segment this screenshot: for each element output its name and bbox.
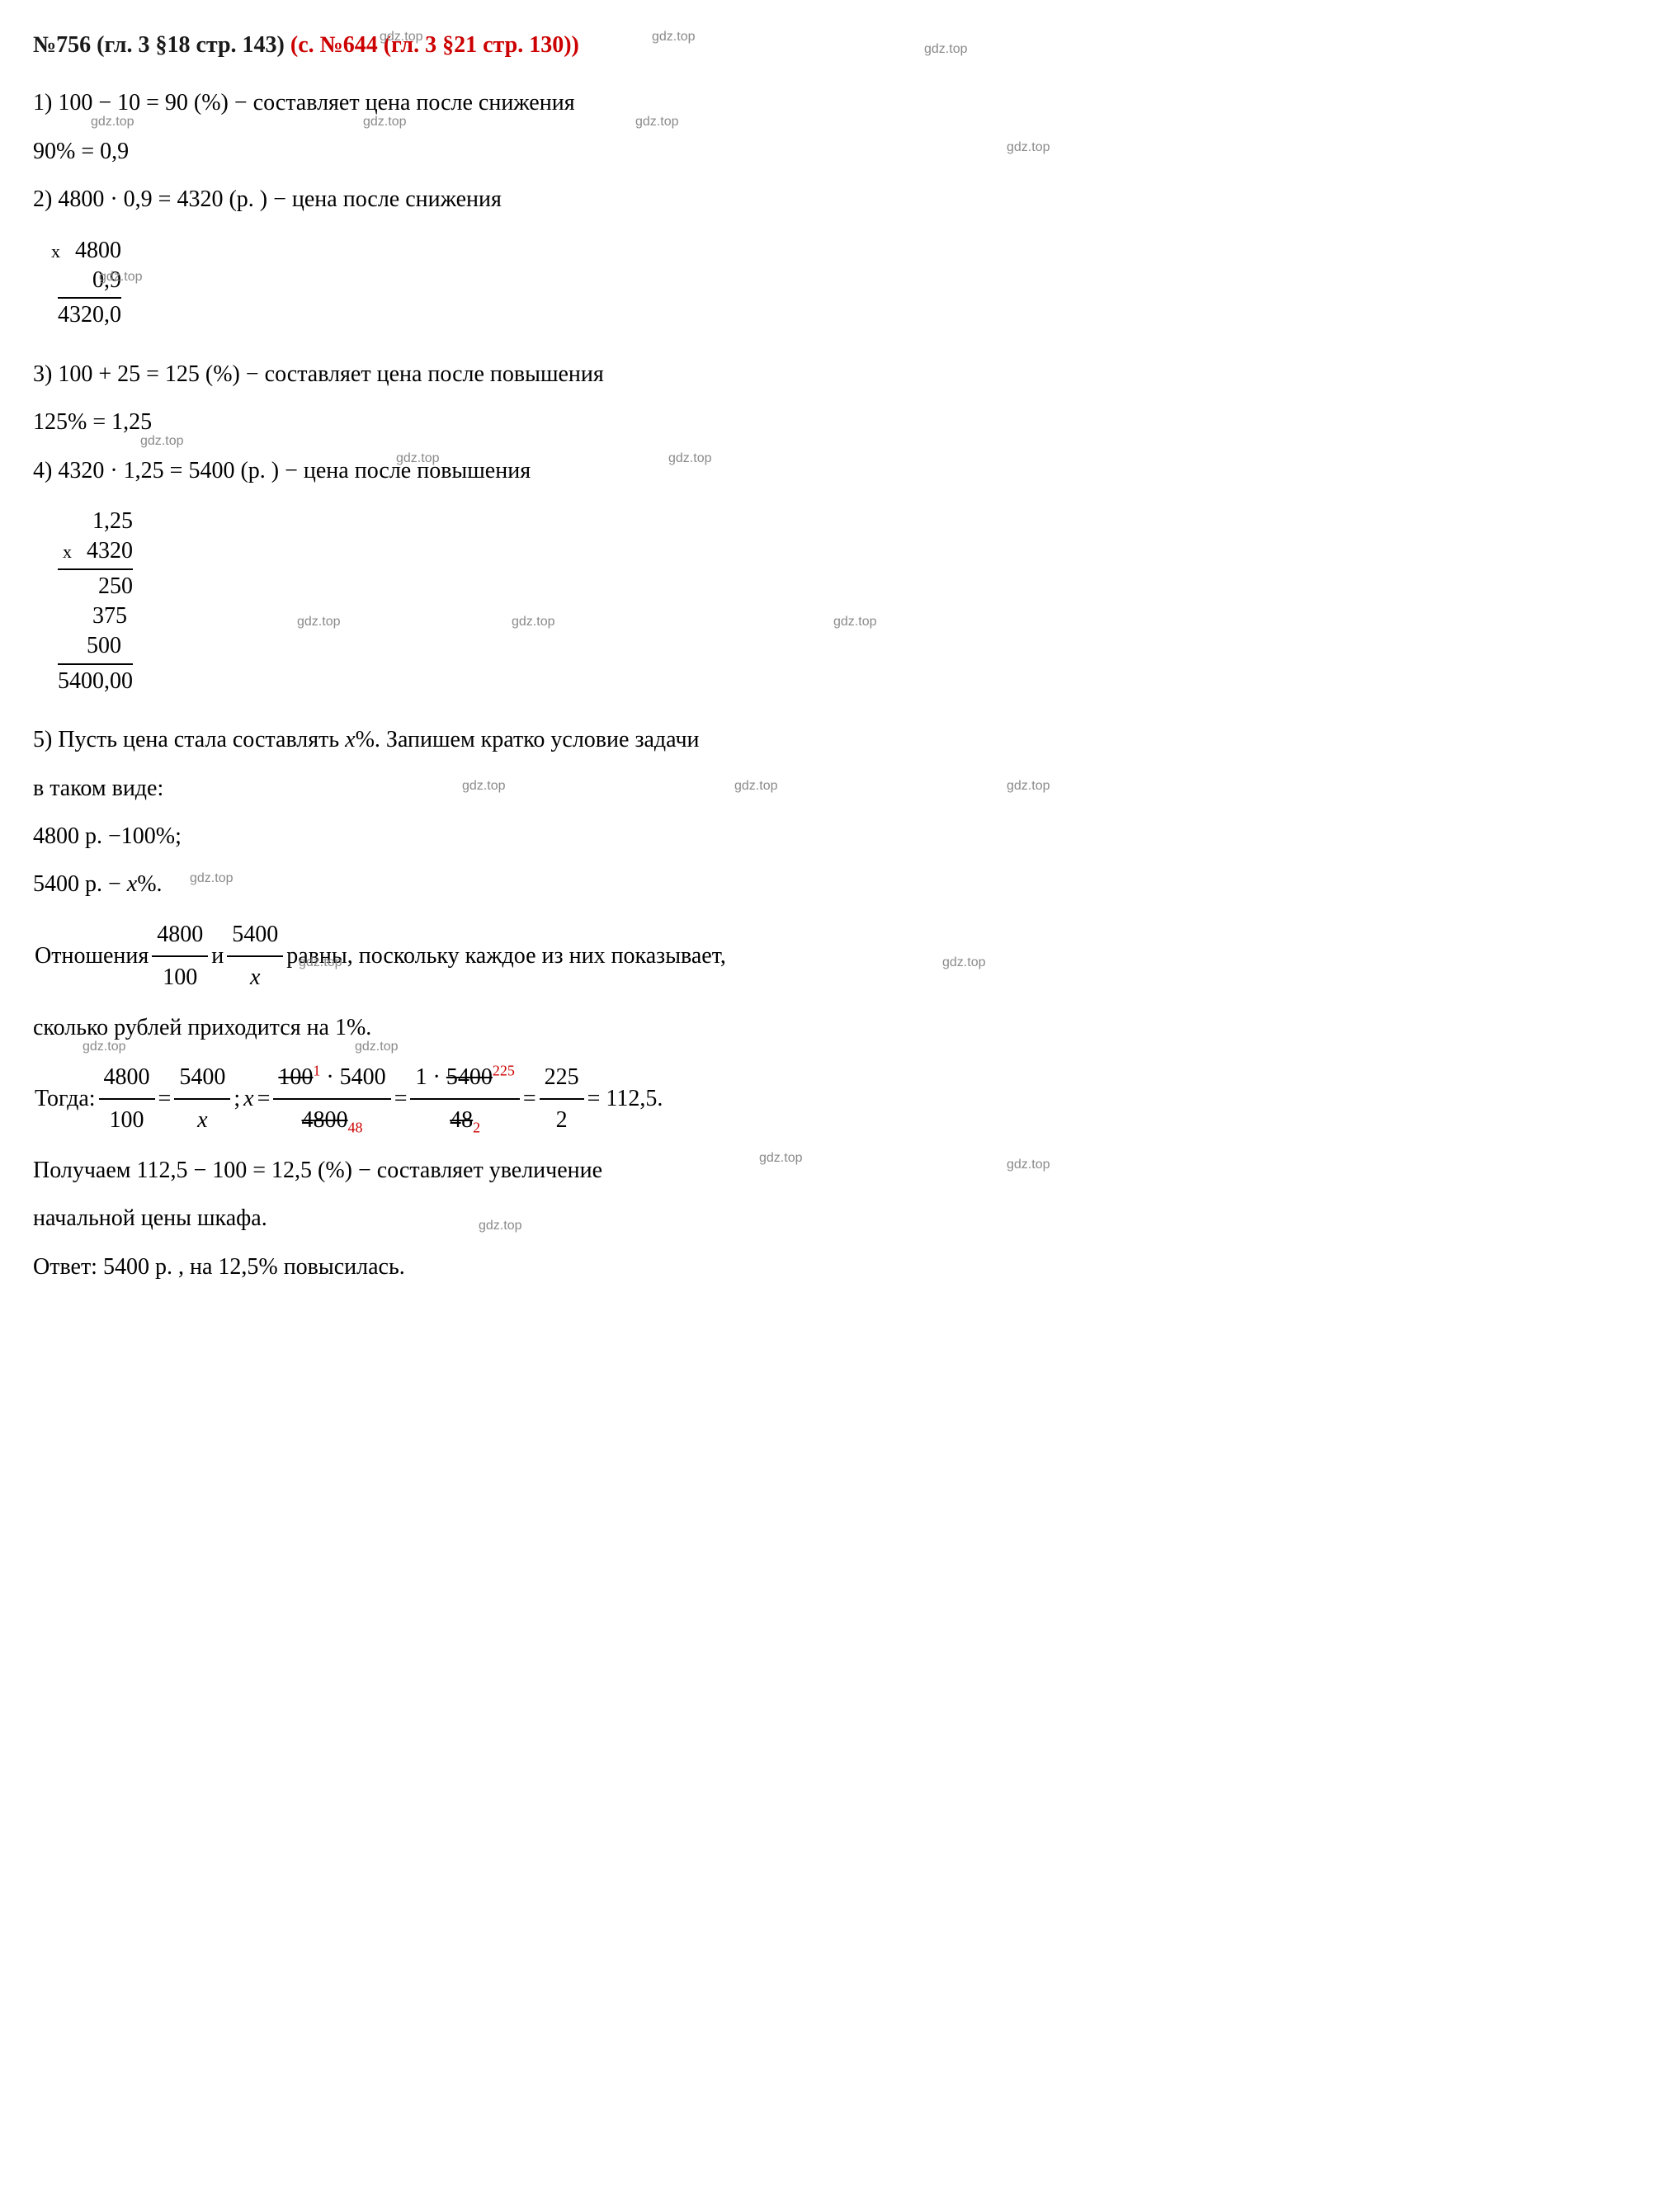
- x-var: x: [243, 1078, 253, 1120]
- mult1-row3: 4320,0: [58, 302, 121, 328]
- frac-step2: 1 · 5400225 482: [410, 1057, 519, 1142]
- eq-sign: =: [257, 1078, 271, 1120]
- ratio-text-c: равны, поскольку каждое из них показывае…: [286, 936, 726, 977]
- result-2: начальной цены шкафа. gdz.top: [33, 1198, 1623, 1239]
- watermark: gdz.top: [668, 447, 711, 471]
- given-1-text: 4800 р. −100%;: [33, 823, 182, 849]
- mult2-row5: 500: [87, 633, 133, 658]
- frac-step3: 225 2: [540, 1057, 584, 1142]
- given-2-text-b: %.: [137, 871, 162, 897]
- watermark: gdz.top: [512, 614, 554, 631]
- watermark: gdz.top: [396, 447, 439, 471]
- watermark: gdz.top: [942, 951, 985, 975]
- title-red: (с. №644 (гл. 3 §21 стр. 130)): [290, 32, 579, 58]
- step-4: 4) 4320 · 1,25 = 5400 (р. ) − цена после…: [33, 450, 1623, 492]
- frac-den: x: [227, 957, 283, 998]
- frac-step1: 1001 · 5400 480048: [273, 1057, 390, 1142]
- result-1: Получаем 112,5 − 100 = 12,5 (%) − состав…: [33, 1150, 1623, 1191]
- watermark: gdz.top: [479, 1214, 521, 1238]
- step-5b: в таком виде: gdz.top gdz.top gdz.top: [33, 768, 1623, 809]
- then-label: Тогда:: [35, 1078, 96, 1120]
- ratio-text-a: Отношения: [35, 936, 149, 977]
- x-var: x: [345, 727, 355, 752]
- mult2-row1: 1,25: [92, 508, 133, 534]
- frac-num: 4800: [99, 1057, 155, 1100]
- step-1b: 90% = 0,9 gdz.top: [33, 131, 1623, 172]
- eq-sign: =: [523, 1078, 536, 1120]
- semi: ;: [234, 1078, 240, 1120]
- frac-5400-x: 5400 x: [227, 914, 283, 999]
- final-val: = 112,5.: [587, 1078, 663, 1120]
- watermark: gdz.top: [1007, 775, 1050, 799]
- answer-text: Ответ: 5400 р. , на 12,5% повысилась.: [33, 1254, 405, 1280]
- solution-equation: Тогда: 4800 100 = 5400 x ; x = 1001 · 54…: [33, 1057, 1623, 1142]
- frac-num: 1 · 5400225: [410, 1057, 519, 1100]
- step-5: 5) Пусть цена стала составлять x%. Запиш…: [33, 719, 1623, 761]
- step-5-text-a: 5) Пусть цена стала составлять: [33, 727, 345, 752]
- watermark: gdz.top: [759, 1147, 802, 1171]
- frac-den: 2: [540, 1100, 584, 1141]
- result-1-text: Получаем 112,5 − 100 = 12,5 (%) − состав…: [33, 1158, 602, 1183]
- title-black: №756 (гл. 3 §18 стр. 143): [33, 32, 285, 58]
- watermark: gdz.top: [734, 775, 777, 799]
- watermark: gdz.top: [355, 1035, 398, 1059]
- watermark: gdz.top: [83, 1035, 125, 1059]
- eq-sign: =: [394, 1078, 408, 1120]
- ratio-text-b: и: [211, 936, 224, 977]
- frac-den: x: [174, 1100, 230, 1141]
- problem-title: №756 (гл. 3 §18 стр. 143) (с. №644 (гл. …: [33, 25, 1623, 66]
- step-3: 3) 100 + 25 = 125 (%) − составляет цена …: [33, 354, 1623, 395]
- step-5b-text: в таком виде:: [33, 776, 163, 801]
- ratio-statement: Отношения 4800 100 и 5400 x равны, поско…: [33, 914, 1623, 999]
- mult2-row3: 250: [92, 573, 133, 599]
- mult1-row1: 4800: [75, 238, 121, 263]
- given-1: 4800 р. −100%;: [33, 816, 1623, 857]
- watermark: gdz.top: [380, 29, 422, 46]
- watermark: gdz.top: [924, 41, 967, 59]
- frac-num: 225: [540, 1057, 584, 1100]
- frac-lhs: 4800 100: [99, 1057, 155, 1142]
- frac-num: 5400: [174, 1057, 230, 1100]
- step-1b-text: 90% = 0,9: [33, 139, 129, 164]
- frac-den: 100: [152, 957, 208, 998]
- step-5-text-b: %. Запишем кратко условие задачи: [356, 727, 700, 752]
- mult2-row4: 375: [87, 603, 133, 629]
- mult2-row6: 5400,00: [58, 668, 133, 694]
- step-2: 2) 4800 · 0,9 = 4320 (р. ) − цена после …: [33, 179, 1623, 220]
- watermark: gdz.top: [190, 867, 233, 891]
- multiplication-1: x4800 0,9gdz.top 4320,0 gdz.top gdz.top …: [58, 236, 121, 331]
- watermark: gdz.top: [833, 614, 876, 631]
- ratio-cont: сколько рублей приходится на 1%. gdz.top…: [33, 1007, 1623, 1049]
- frac-den: 100: [99, 1100, 155, 1141]
- watermark: gdz.top: [652, 29, 695, 46]
- mult2-row2: 4320: [87, 538, 133, 564]
- step-3-text: 3) 100 + 25 = 125 (%) − составляет цена …: [33, 361, 604, 387]
- given-2: 5400 р. − x%. gdz.top: [33, 864, 1623, 905]
- result-2-text: начальной цены шкафа.: [33, 1205, 267, 1231]
- watermark: gdz.top: [1007, 1153, 1050, 1177]
- frac-4800-100: 4800 100: [152, 914, 208, 999]
- frac-den: 482: [410, 1100, 519, 1141]
- frac-den: 480048: [273, 1100, 390, 1141]
- multiplication-2: 1,25 x4320 250 375 500 5400,00 gdz.top g…: [58, 507, 133, 696]
- watermark: gdz.top: [299, 951, 342, 975]
- x-var: x: [127, 871, 137, 897]
- frac-rhs1: 5400 x: [174, 1057, 230, 1142]
- watermark: gdz.top: [297, 614, 340, 631]
- step-3b: 125% = 1,25 gdz.top: [33, 402, 1623, 443]
- step-4-text: 4) 4320 · 1,25 = 5400 (р. ) − цена после…: [33, 458, 531, 483]
- answer: Ответ: 5400 р. , на 12,5% повысилась.: [33, 1247, 1623, 1288]
- frac-num: 1001 · 5400: [273, 1057, 390, 1100]
- step-2-text: 2) 4800 · 0,9 = 4320 (р. ) − цена после …: [33, 186, 502, 212]
- watermark: gdz.top: [462, 775, 505, 799]
- step-1: 1) 100 − 10 = 90 (%) − составляет цена п…: [33, 83, 1623, 124]
- step-3b-text: 125% = 1,25: [33, 409, 152, 435]
- watermark: gdz.top: [1007, 136, 1050, 160]
- given-2-text-a: 5400 р. −: [33, 871, 127, 897]
- frac-num: 4800: [152, 914, 208, 957]
- frac-num: 5400: [227, 914, 283, 957]
- watermark: gdz.top: [99, 269, 142, 286]
- eq-sign: =: [158, 1078, 172, 1120]
